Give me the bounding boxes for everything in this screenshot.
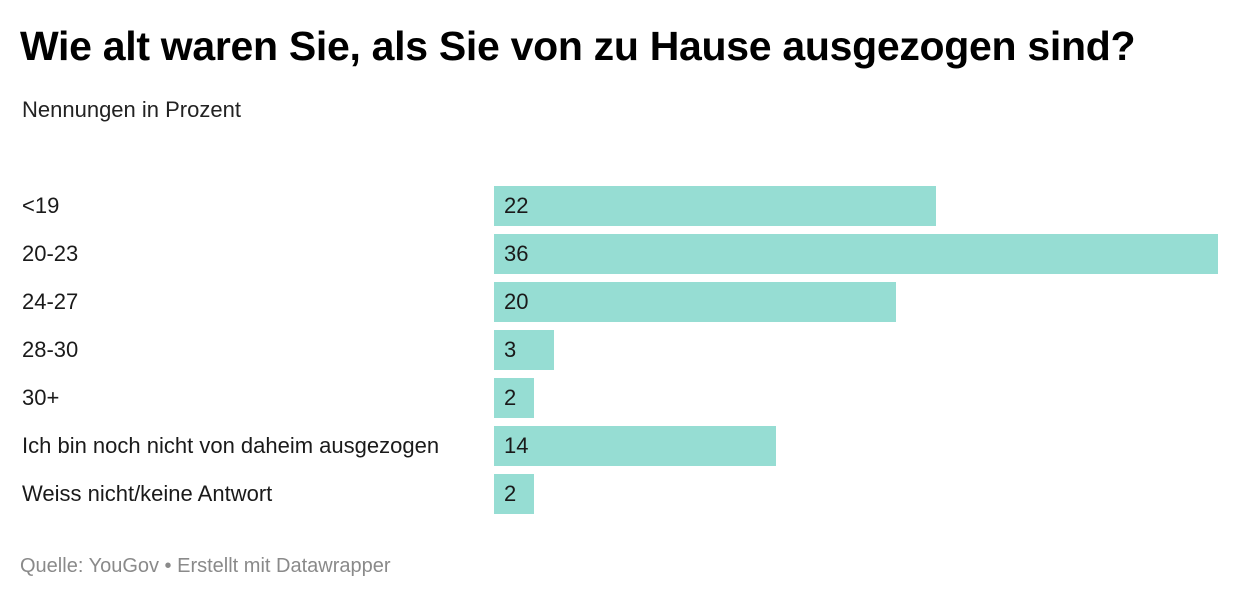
- value-label: 2: [504, 385, 517, 410]
- bar: [494, 474, 534, 514]
- bar-row: Weiss nicht/keine Antwort 2: [0, 474, 1240, 514]
- chart-title: Wie alt waren Sie, als Sie von zu Hause …: [20, 23, 1136, 69]
- value-label: 22: [504, 193, 529, 218]
- value-label: 2: [504, 481, 517, 506]
- category-label: 20-23: [22, 241, 79, 266]
- bar: [494, 426, 776, 466]
- category-label: 28-30: [22, 337, 79, 362]
- category-label: Weiss nicht/keine Antwort: [22, 481, 273, 506]
- source-note: Quelle: YouGov • Erstellt mit Datawrappe…: [20, 555, 391, 577]
- bar-row: 30+ 2: [0, 378, 1240, 418]
- bar: [494, 234, 1218, 274]
- bar: [494, 330, 554, 370]
- value-label: 20: [504, 289, 529, 314]
- bar-row: <19 22: [0, 186, 1240, 226]
- category-label: 24-27: [22, 289, 79, 314]
- category-label: Ich bin noch nicht von daheim ausgezogen: [22, 433, 440, 458]
- chart-subtitle: Nennungen in Prozent: [22, 97, 241, 122]
- bar: [494, 378, 534, 418]
- value-label: 36: [504, 241, 529, 266]
- bar: [494, 282, 896, 322]
- category-label: <19: [22, 193, 60, 218]
- bar-row: 28-30 3: [0, 330, 1240, 370]
- bar-row: 24-27 20: [0, 282, 1240, 322]
- value-label: 14: [504, 433, 529, 458]
- bar-row: Ich bin noch nicht von daheim ausgezogen…: [0, 426, 1240, 466]
- bar: [494, 186, 936, 226]
- value-label: 3: [504, 337, 517, 362]
- bar-row: 20-23 36: [0, 234, 1240, 274]
- category-label: 30+: [22, 385, 60, 410]
